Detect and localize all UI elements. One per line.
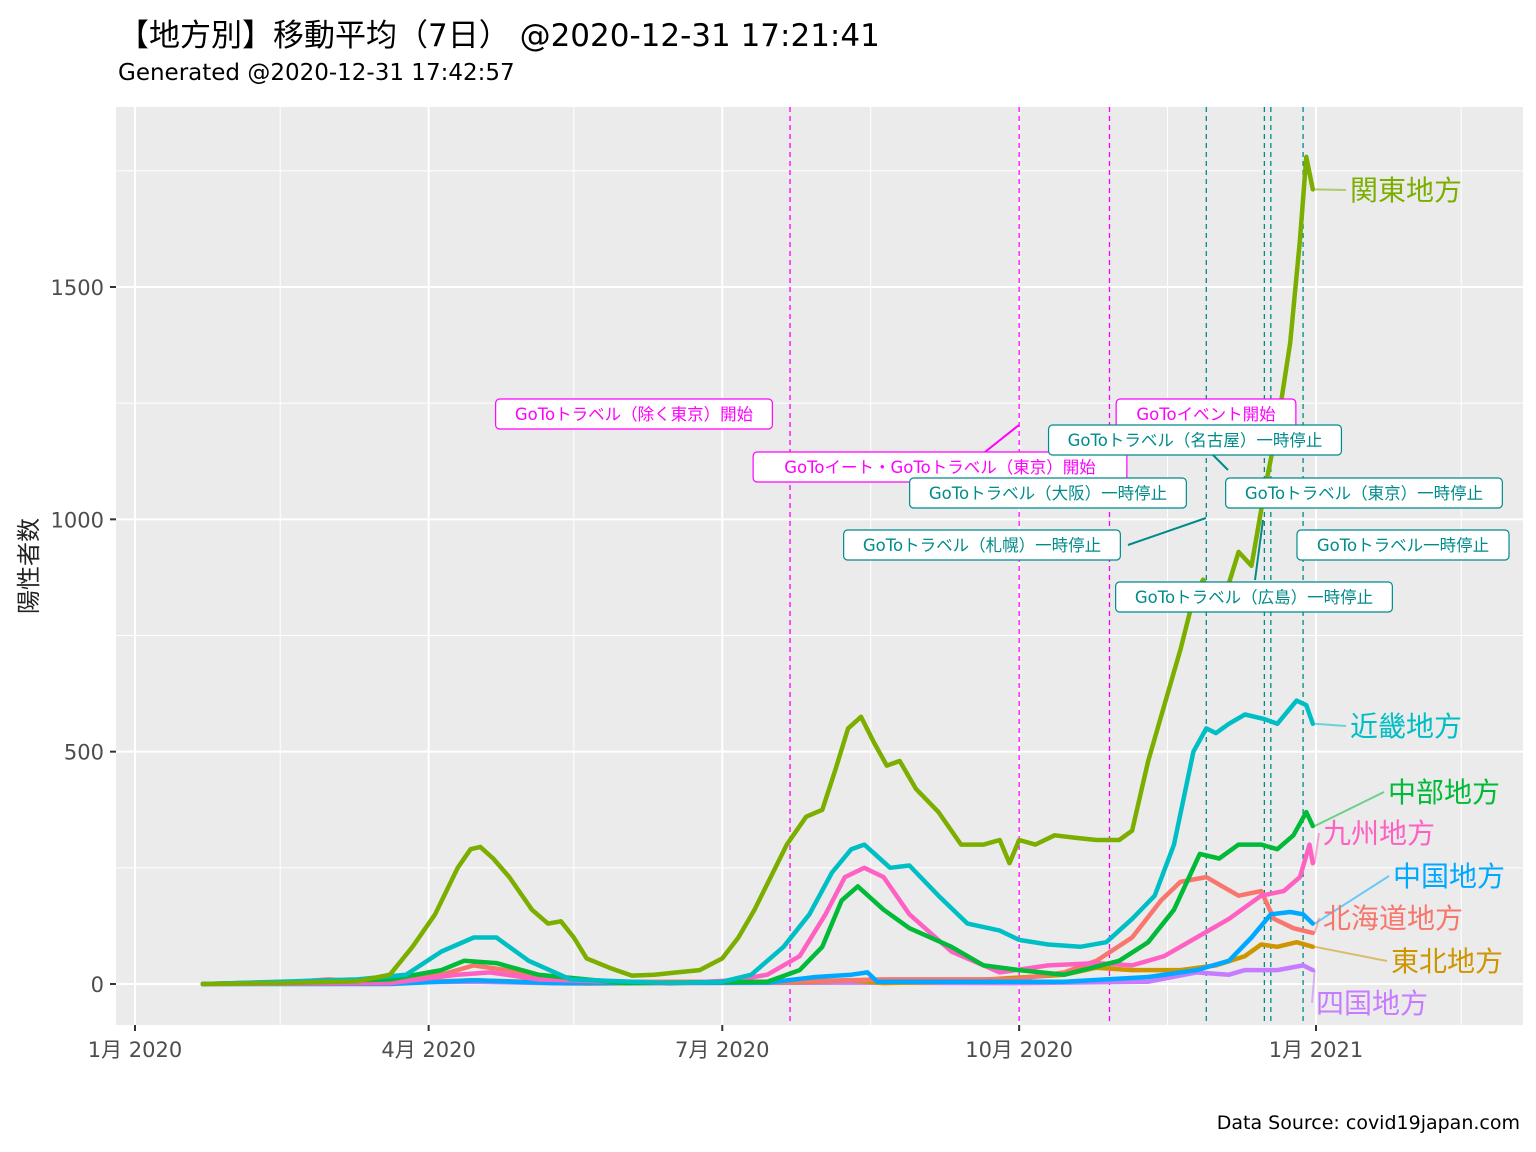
series-label: 九州地方 [1323,817,1435,850]
x-tick-label: 4月 2020 [381,1038,475,1062]
series-label: 四国地方 [1316,987,1428,1020]
event-label: GoToトラベル（東京）一時停止 [1245,484,1483,503]
series-label: 近畿地方 [1350,710,1462,743]
series-label: 北海道地方 [1323,902,1463,935]
series-label: 関東地方 [1350,174,1462,207]
series-label-leader [1315,189,1346,190]
event-label: GoToトラベル一時停止 [1317,536,1489,555]
series-label: 中部地方 [1388,776,1500,809]
series-label: 東北地方 [1391,945,1503,978]
event-label: GoToトラベル（名古屋）一時停止 [1068,431,1323,450]
y-tick-label: 1500 [51,276,104,300]
series-label: 中国地方 [1393,860,1505,893]
event-label: GoToトラベル（広島）一時停止 [1135,588,1373,607]
event-label: GoToイベント開始 [1136,405,1275,424]
plot-background [116,107,1523,1025]
x-tick-label: 10月 2020 [965,1038,1073,1062]
y-axis-title: 陽性者数 [15,518,43,614]
x-tick-label: 1月 2020 [88,1038,182,1062]
x-tick-label: 1月 2021 [1269,1038,1363,1062]
y-tick-label: 500 [64,741,104,765]
event-label: GoToトラベル（除く東京）開始 [515,405,753,424]
x-tick-label: 7月 2020 [675,1038,769,1062]
y-tick-label: 0 [91,973,104,997]
chart-caption: Data Source: covid19japan.com [1217,1112,1520,1134]
event-label: GoToトラベル（札幌）一時停止 [863,536,1101,555]
event-label: GoToトラベル（大阪）一時停止 [929,484,1167,503]
event-label: GoToイート・GoToトラベル（東京）開始 [784,458,1096,477]
y-tick-label: 1000 [51,508,104,532]
